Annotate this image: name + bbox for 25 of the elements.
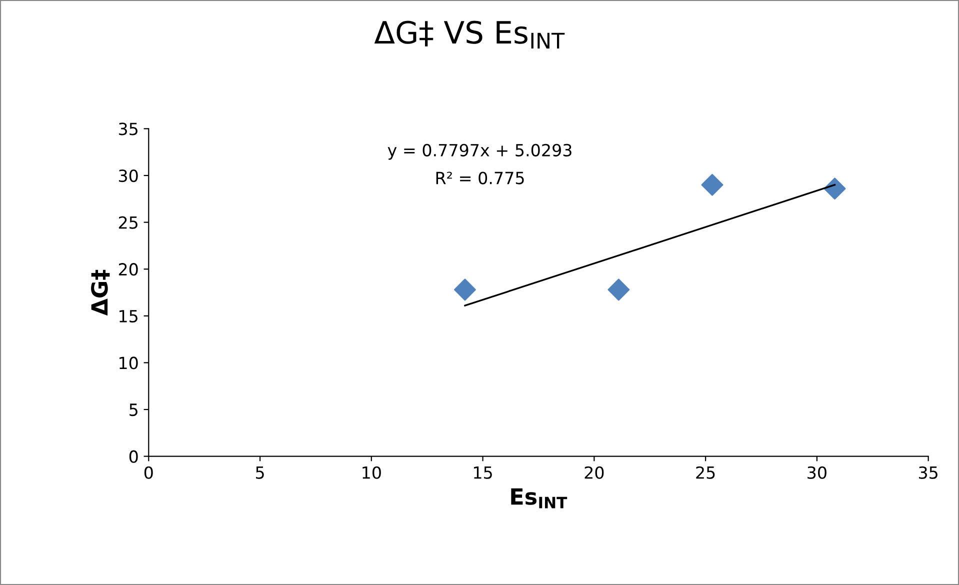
y-tick-label: 30 (118, 169, 138, 182)
x-axis-title: Es$_{INT}$ (511, 488, 568, 508)
x-tick-label: 35 (918, 466, 938, 479)
y-tick-label: 0 (129, 450, 138, 463)
y-tick-label: 5 (130, 404, 138, 416)
chart-title: ΔG‡ VS Es$_{INT}$ (374, 20, 565, 48)
y-tick-label: 20 (118, 263, 138, 276)
x-tick-label: 10 (362, 466, 381, 479)
x-tick-label: 15 (474, 466, 492, 479)
y-tick-label: 10 (120, 356, 138, 370)
y-tick-label: 35 (118, 122, 138, 136)
y-axis-title: ΔG‡ (91, 270, 110, 316)
y-tick-label: 15 (120, 310, 138, 322)
point (824, 178, 846, 200)
annotation: y = 0.7797x + 5.0293 (388, 144, 572, 160)
x-tick-label: 20 (584, 466, 604, 479)
annotation: R² = 0.775 (436, 172, 524, 184)
y-tick-label: 25 (118, 216, 138, 229)
point (454, 278, 476, 301)
x-tick-label: 5 (256, 466, 264, 479)
x-tick-label: 0 (144, 466, 153, 479)
x-tick-label: 30 (808, 466, 826, 479)
x-tick-label: 25 (696, 466, 715, 479)
point (701, 174, 724, 196)
point (608, 278, 630, 301)
